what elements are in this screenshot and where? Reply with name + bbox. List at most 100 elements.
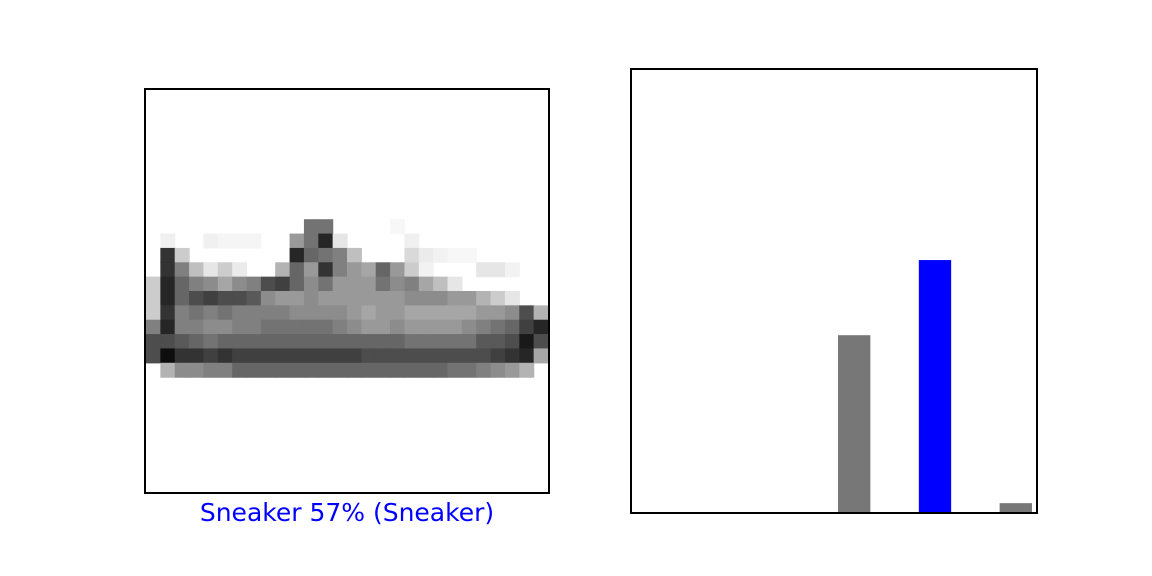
pixel-cell — [246, 348, 262, 364]
pixel-cell — [318, 276, 334, 292]
pixel-cell — [347, 291, 362, 306]
pixel-cell — [504, 348, 520, 364]
pixel-cell — [318, 348, 334, 364]
pixel-cell — [174, 348, 190, 364]
pixel-cell — [246, 362, 262, 378]
pixel-cell — [275, 276, 291, 292]
pixel-cell — [246, 291, 262, 306]
pixel-cell — [332, 362, 348, 378]
pixel-cell — [490, 305, 506, 321]
pixel-cell — [332, 348, 348, 364]
pixel-cell — [347, 334, 362, 350]
pixel-cell — [461, 291, 477, 306]
pixel-cell — [404, 305, 420, 321]
pixel-cell — [332, 247, 348, 263]
pixel-cell — [404, 262, 420, 278]
pixel-cell — [404, 233, 420, 249]
pixel-cell — [361, 334, 377, 350]
pixel-cell — [260, 362, 276, 378]
pixel-cell — [418, 319, 434, 335]
pixel-cell — [476, 334, 492, 350]
pixel-cell — [375, 262, 391, 278]
pixel-cell — [361, 276, 377, 292]
pixel-cell — [347, 247, 362, 263]
pixel-cell — [375, 291, 391, 306]
pixel-cell — [533, 305, 548, 321]
pixel-cell — [332, 305, 348, 321]
pixel-cell — [347, 348, 362, 364]
pixel-cell — [203, 276, 219, 292]
pixel-cell — [375, 348, 391, 364]
pixel-cell — [418, 247, 434, 263]
pixel-cell — [404, 276, 420, 292]
pixel-cell — [318, 334, 334, 350]
pixel-cell — [447, 362, 463, 378]
pixel-cell — [433, 319, 449, 335]
pixel-cell — [476, 291, 492, 306]
pixel-cell — [146, 348, 161, 364]
pixel-cell — [490, 348, 506, 364]
pixel-cell — [303, 276, 319, 292]
pixel-cell — [418, 334, 434, 350]
pixel-cell — [390, 334, 406, 350]
pixel-cell — [461, 334, 477, 350]
pixel-cell — [490, 291, 506, 306]
pixel-cell — [232, 305, 248, 321]
pixel-cell — [461, 305, 477, 321]
pixel-cell — [447, 276, 463, 292]
pixel-cell — [504, 262, 520, 278]
pixel-cell — [361, 262, 377, 278]
pixel-cell — [217, 233, 233, 249]
pixel-cell — [447, 291, 463, 306]
pixel-cell — [303, 247, 319, 263]
pixel-cell — [375, 305, 391, 321]
pixel-cell — [447, 334, 463, 350]
pixel-cell — [476, 348, 492, 364]
pixel-cell — [476, 262, 492, 278]
pixel-cell — [375, 362, 391, 378]
pixel-cell — [390, 262, 406, 278]
pixel-cell — [504, 319, 520, 335]
pixel-cell — [375, 334, 391, 350]
pixel-cell — [318, 233, 334, 249]
pixel-cell — [217, 262, 233, 278]
pixel-cell — [160, 233, 176, 249]
pixel-cell — [347, 305, 362, 321]
pixel-cell — [174, 291, 190, 306]
pixel-cell — [347, 319, 362, 335]
pixel-cell — [246, 233, 262, 249]
image-panel — [144, 88, 550, 494]
pixel-cell — [404, 319, 420, 335]
pixel-cell — [174, 276, 190, 292]
pixel-cell — [160, 276, 176, 292]
pixel-cell — [203, 319, 219, 335]
pixel-cell — [418, 291, 434, 306]
pixel-cell — [260, 334, 276, 350]
pixel-cell — [361, 305, 377, 321]
pixel-cell — [504, 291, 520, 306]
pixel-cell — [189, 334, 205, 350]
pixel-cell — [404, 362, 420, 378]
pixel-cell — [174, 319, 190, 335]
pixel-cell — [476, 319, 492, 335]
pixel-cell — [318, 247, 334, 263]
pixel-cell — [433, 305, 449, 321]
bar-class-7 — [918, 260, 952, 512]
pixel-cell — [433, 362, 449, 378]
pixel-cell — [476, 362, 492, 378]
pixel-cell — [232, 262, 248, 278]
pixel-cell — [318, 262, 334, 278]
pixel-cell — [174, 262, 190, 278]
pixel-cell — [189, 319, 205, 335]
pixel-cell — [490, 262, 506, 278]
pixel-cell — [189, 262, 205, 278]
pixel-cell — [246, 276, 262, 292]
pixel-cell — [289, 233, 305, 249]
pixel-cell — [260, 276, 276, 292]
pixel-cell — [289, 348, 305, 364]
pixel-cell — [504, 334, 520, 350]
pixel-cell — [146, 291, 161, 306]
pixel-cell — [490, 362, 506, 378]
pixel-cell — [404, 348, 420, 364]
pixel-cell — [289, 362, 305, 378]
